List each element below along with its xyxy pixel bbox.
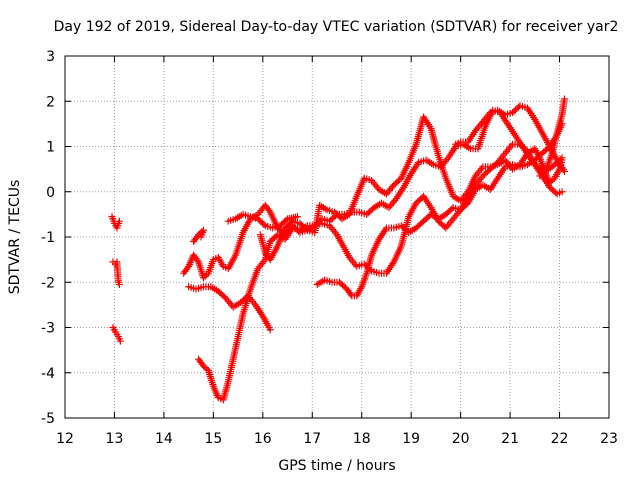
x-tick-label: 23 bbox=[600, 431, 618, 447]
y-tick-label: -5 bbox=[41, 411, 55, 427]
data-point-markers bbox=[108, 213, 123, 232]
data-point-markers bbox=[180, 113, 566, 282]
data-point-markers bbox=[190, 226, 207, 246]
y-tick-label: 3 bbox=[46, 49, 55, 65]
data-point-markers bbox=[224, 210, 301, 232]
x-tick-label: 12 bbox=[56, 431, 74, 447]
x-tick-label: 15 bbox=[204, 431, 222, 447]
y-tick-label: 0 bbox=[46, 185, 55, 201]
x-tick-label: 21 bbox=[501, 431, 519, 447]
x-tick-label: 16 bbox=[254, 431, 272, 447]
y-tick-label: -1 bbox=[41, 230, 55, 246]
series-arc-H bbox=[452, 102, 568, 175]
y-tick-label: -3 bbox=[41, 321, 55, 337]
series-arc-F bbox=[224, 210, 301, 232]
y-tick-label: 2 bbox=[46, 94, 55, 110]
y-axis-label: SDTVAR / TECUs bbox=[7, 180, 23, 295]
data-point-markers bbox=[313, 120, 566, 300]
series-arc-B bbox=[185, 283, 274, 334]
series-arc-G bbox=[313, 120, 566, 300]
series-arc-13c bbox=[109, 324, 124, 345]
data-point-markers bbox=[195, 140, 566, 404]
data-point-markers bbox=[536, 95, 568, 180]
data-point-markers bbox=[109, 324, 124, 345]
data-point-markers bbox=[452, 102, 568, 175]
series-arc-I bbox=[536, 95, 568, 180]
series-arc-13b bbox=[109, 258, 123, 289]
data-layer bbox=[108, 95, 568, 404]
data-point-markers bbox=[185, 283, 274, 334]
y-tick-label: 1 bbox=[46, 140, 55, 156]
x-tick-label: 13 bbox=[106, 431, 124, 447]
series-arc-13a bbox=[108, 213, 123, 232]
x-tick-label: 14 bbox=[155, 431, 173, 447]
x-tick-label: 19 bbox=[402, 431, 420, 447]
x-axis-label: GPS time / hours bbox=[278, 458, 395, 474]
x-tick-label: 20 bbox=[452, 431, 470, 447]
series-arc-C bbox=[190, 226, 207, 246]
x-tick-label: 17 bbox=[303, 431, 321, 447]
series-arc-A bbox=[180, 113, 566, 282]
data-point-markers bbox=[109, 258, 123, 289]
chart-title: Day 192 of 2019, Sidereal Day-to-day VTE… bbox=[54, 19, 619, 35]
series-arc-D bbox=[195, 140, 566, 404]
y-tick-label: -2 bbox=[41, 275, 55, 291]
x-tick-label: 18 bbox=[353, 431, 371, 447]
x-tick-label: 22 bbox=[551, 431, 569, 447]
y-tick-label: -4 bbox=[41, 366, 55, 382]
